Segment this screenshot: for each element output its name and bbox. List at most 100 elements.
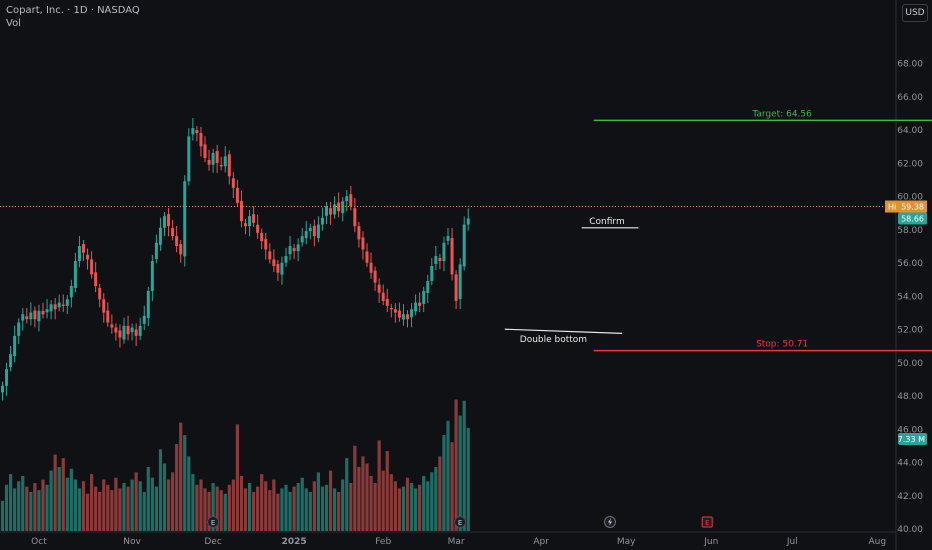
volume-bar xyxy=(122,483,126,531)
candle-body xyxy=(86,254,90,260)
volume-bar xyxy=(308,491,312,531)
candle-body xyxy=(73,261,77,288)
candle-body xyxy=(57,302,61,308)
volume-bar xyxy=(98,491,102,531)
candle-body xyxy=(248,216,252,227)
candle-body xyxy=(450,238,454,275)
candle-body xyxy=(179,244,183,255)
volume-bar xyxy=(175,443,179,531)
candle-body xyxy=(90,259,94,275)
time-tick-label: Nov xyxy=(123,537,141,547)
candle-body xyxy=(272,259,276,267)
volume-bar xyxy=(146,467,150,531)
volume-bar xyxy=(369,475,373,531)
candle-body xyxy=(316,224,320,239)
candle-body xyxy=(130,327,134,333)
candle-body xyxy=(438,258,442,262)
volume-bar xyxy=(90,474,94,531)
volume-bar xyxy=(316,472,320,531)
volume-bar xyxy=(373,483,377,531)
price-tick-label: 46.00 xyxy=(897,425,923,435)
volume-bar xyxy=(207,491,211,531)
volume-bar xyxy=(446,420,450,531)
candle-body xyxy=(154,242,158,260)
volume-bar xyxy=(211,483,215,531)
candle-body xyxy=(219,164,223,167)
volume-bar xyxy=(25,486,29,531)
candle-body xyxy=(284,256,288,263)
volume-bar xyxy=(349,483,353,531)
candle-body xyxy=(292,248,296,252)
candle-body xyxy=(158,227,162,245)
candle-body xyxy=(280,262,284,275)
volume-bar xyxy=(401,486,406,531)
candle-body xyxy=(300,236,304,243)
volume-bar xyxy=(187,456,191,531)
candle-body xyxy=(385,298,389,306)
double-bottom-line xyxy=(504,328,623,334)
volume-bar xyxy=(264,481,268,531)
price-tick-label: 48.00 xyxy=(897,392,923,402)
candle-body xyxy=(341,201,345,214)
candle-body xyxy=(442,242,446,262)
candle-body xyxy=(106,310,110,323)
volume-bar xyxy=(426,481,430,531)
volume-bar xyxy=(256,486,260,531)
candle-body xyxy=(5,369,9,386)
high-price-label-bg xyxy=(885,200,927,213)
time-tick-label: Mar xyxy=(448,537,465,547)
volume-bar xyxy=(462,400,466,531)
confirm-label: Confirm xyxy=(589,217,624,227)
candle-body xyxy=(142,315,146,324)
candle-body xyxy=(191,128,195,135)
volume-bar xyxy=(81,481,86,531)
volume-bar xyxy=(158,449,163,531)
candle-body xyxy=(304,231,308,239)
volume-bar xyxy=(357,467,361,531)
volume-bar xyxy=(102,479,106,531)
price-tick-label: 54.00 xyxy=(897,292,923,302)
currency-button[interactable]: USD xyxy=(902,4,928,22)
volume-bar xyxy=(29,491,33,531)
volume-bar xyxy=(231,479,235,531)
candle-body xyxy=(454,274,458,301)
candle-body xyxy=(337,202,341,212)
volume-bar xyxy=(284,484,288,531)
volume-bar xyxy=(162,463,167,531)
volume-bar xyxy=(450,442,454,531)
candle-body xyxy=(187,136,191,182)
volume-bar xyxy=(328,470,333,531)
candle-body xyxy=(422,290,426,304)
volume-bar xyxy=(409,483,414,531)
upcoming-earnings-marker-icon xyxy=(701,516,713,528)
candle-body xyxy=(333,204,337,215)
candle-body xyxy=(150,261,154,291)
volume-bar xyxy=(114,477,118,531)
candle-body xyxy=(389,307,393,310)
candle-body xyxy=(122,325,126,340)
stop-label: Stop: 50.71 xyxy=(756,340,808,350)
candle-body xyxy=(126,325,130,335)
volume-bar xyxy=(361,456,365,531)
volume-bar xyxy=(466,427,470,531)
volume-bar xyxy=(422,475,426,531)
candle-body xyxy=(175,236,179,247)
candle-body xyxy=(138,325,142,336)
volume-bar xyxy=(296,483,300,531)
candle-body xyxy=(118,330,122,338)
candle-body xyxy=(167,214,171,227)
candle-body xyxy=(458,264,462,299)
volume-bar xyxy=(389,474,393,531)
candle-body xyxy=(69,285,73,298)
candle-body xyxy=(312,225,316,237)
volume-bar xyxy=(138,481,142,531)
candle-body xyxy=(446,236,450,241)
volume-bar xyxy=(183,435,187,531)
candle-body xyxy=(256,224,260,233)
volume-bar xyxy=(191,474,195,531)
volume-bar xyxy=(397,488,401,531)
time-tick-label: Jun xyxy=(703,537,718,547)
candle-body xyxy=(434,256,438,265)
